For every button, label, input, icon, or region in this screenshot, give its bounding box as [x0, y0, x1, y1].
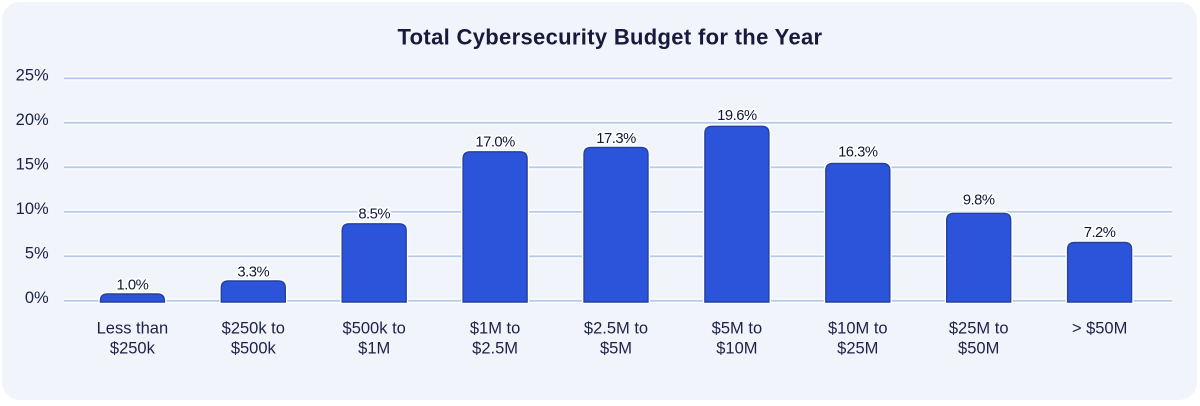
svg-text:$10M: $10M	[716, 340, 757, 358]
svg-text:$5M: $5M	[600, 340, 632, 358]
svg-text:1.0%: 1.0%	[117, 278, 149, 294]
svg-text:$500k: $500k	[231, 340, 277, 358]
svg-text:0%: 0%	[25, 289, 49, 307]
svg-text:$25M: $25M	[837, 340, 878, 358]
svg-text:15%: 15%	[16, 156, 49, 174]
svg-text:20%: 20%	[16, 111, 49, 129]
svg-text:$50M: $50M	[958, 340, 999, 358]
svg-text:17.3%: 17.3%	[596, 131, 636, 147]
svg-text:$10M to: $10M to	[828, 319, 888, 337]
svg-text:$5M to: $5M to	[712, 319, 762, 337]
svg-text:19.6%: 19.6%	[717, 108, 757, 124]
svg-text:3.3%: 3.3%	[237, 265, 269, 281]
svg-text:$1M to: $1M to	[470, 319, 520, 337]
svg-text:$2.5M: $2.5M	[472, 340, 518, 358]
svg-text:$250k: $250k	[110, 340, 156, 358]
svg-text:9.8%: 9.8%	[963, 193, 995, 209]
svg-text:17.0%: 17.0%	[475, 134, 515, 150]
svg-text:5%: 5%	[25, 245, 49, 263]
svg-text:7.2%: 7.2%	[1084, 225, 1116, 241]
svg-text:$250k to: $250k to	[222, 319, 285, 337]
svg-text:16.3%: 16.3%	[838, 145, 878, 161]
svg-text:Total Cybersecurity Budget for: Total Cybersecurity Budget for the Year	[398, 24, 823, 49]
svg-text:$500k to: $500k to	[343, 319, 406, 337]
svg-text:Less than: Less than	[97, 319, 169, 337]
svg-text:> $50M: > $50M	[1072, 319, 1128, 337]
svg-text:$1M: $1M	[358, 340, 390, 358]
svg-text:25%: 25%	[16, 67, 49, 85]
svg-text:$25M to: $25M to	[949, 319, 1009, 337]
svg-text:10%: 10%	[16, 200, 49, 218]
svg-text:$2.5M to: $2.5M to	[584, 319, 648, 337]
svg-text:8.5%: 8.5%	[358, 206, 390, 222]
